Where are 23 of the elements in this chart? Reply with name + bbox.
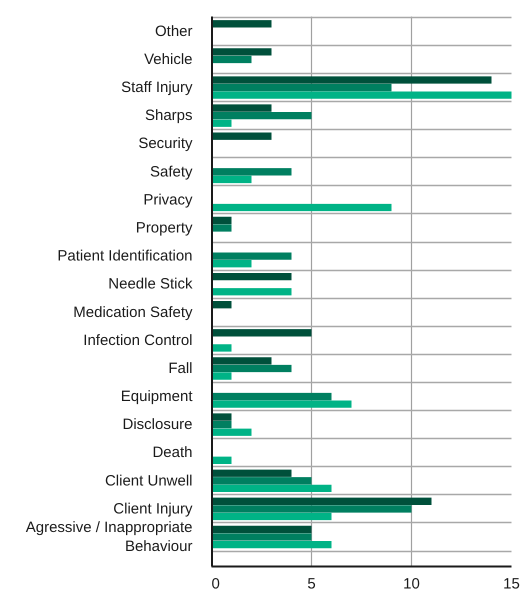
y-tick-label: Vehicle [144,50,193,68]
x-tick-label: 10 [403,576,420,592]
y-tick-label: Other [154,22,193,40]
y-tick-label: Death [152,444,193,462]
y-tick-label: Medication Safety [73,304,193,321]
y-tick-label: Agressive / Inappropriate Behaviour [26,519,193,555]
y-tick-label: Equipment [120,388,194,406]
y-tick-label: Patient Identification [57,248,193,265]
x-tick-label: 0 [212,576,220,592]
y-tick-label: Security [138,135,193,152]
x-tick-label: 15 [503,576,520,592]
y-tick-label: Needle Stick [108,276,193,293]
y-tick-label: Fall [168,360,192,377]
y-tick-label: Sharps [144,107,193,124]
y-tick-label: Safety [150,163,193,180]
y-tick-label: Client Injury [113,500,193,518]
y-tick-label: Staff Injury [121,79,193,96]
y-tick-label: Disclosure [122,416,193,434]
y-tick-label: Client Unwell [104,472,193,490]
y-tick-label: Infection Control [83,332,193,349]
y-tick-label: Privacy [143,191,193,208]
x-tick-label: 5 [307,576,316,592]
y-tick-label: Property [136,220,193,237]
